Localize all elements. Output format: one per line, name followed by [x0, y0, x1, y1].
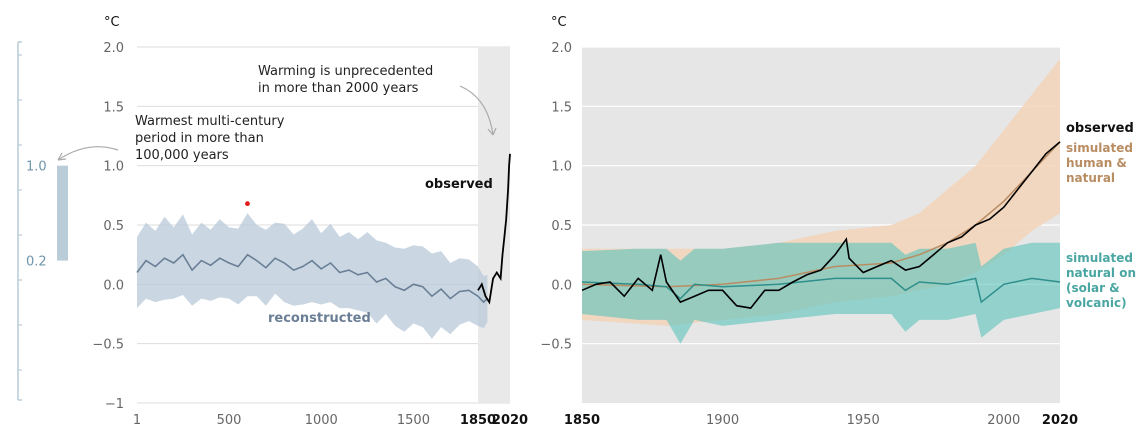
natural-label-line1: simulated — [1066, 251, 1133, 265]
left-y-tick-label: −0.5 — [92, 338, 124, 353]
natural-label-line4: volcanic) — [1066, 296, 1127, 310]
highlight-point — [245, 201, 250, 207]
human-label-line3: natural — [1066, 171, 1115, 185]
annotation-unprecedented-line2: in more than 2000 years — [258, 81, 419, 96]
simulated-temperature-panel: 2.0 1.5 1.0 0.5 0.0 −0.5 °C 1850 1900 1950 2000 2… — [540, 15, 1137, 428]
proxy-range-bottom-label: 0.2 — [26, 255, 47, 270]
left-x-tick-label: 2020 — [492, 413, 528, 428]
left-x-tick-label: 1000 — [305, 413, 338, 428]
observed-line — [477, 153, 511, 305]
warmest-arrow — [57, 146, 119, 161]
left-x-tick-label: 1500 — [397, 413, 430, 428]
right-x-tick-label: 2000 — [987, 413, 1020, 428]
reconstructed-line — [136, 253, 488, 304]
natural-only-band — [582, 242, 1060, 344]
reconstructed-label: reconstructed — [268, 311, 371, 326]
human-natural-line — [581, 141, 1061, 288]
right-y-tick-label: 0.0 — [551, 278, 572, 293]
right-y-tick-labels: 2.0 1.5 1.0 0.5 0.0 −0.5 — [540, 41, 572, 353]
proxy-range-bar — [57, 165, 68, 261]
right-observed-label: observed — [1066, 121, 1134, 136]
natural-label-line3: (solar & — [1066, 281, 1120, 295]
proxy-axis-ticks — [18, 54, 22, 371]
right-y-tick-label: 0.5 — [551, 219, 572, 234]
right-y-tick-label: 2.0 — [551, 41, 572, 56]
human-label-line1: simulated — [1066, 141, 1133, 155]
left-gridlines — [137, 46, 510, 404]
left-y-tick-label: 0.5 — [103, 219, 124, 234]
right-y-tick-label: 1.0 — [551, 160, 572, 175]
annotation-warmest-line2: period in more than — [135, 131, 264, 146]
right-y-tick-label: −0.5 — [540, 338, 572, 353]
human-label-line2: human & — [1066, 156, 1127, 170]
proxy-range-top-label: 1.0 — [26, 160, 47, 175]
right-x-tick-label: 1850 — [564, 413, 600, 428]
reconstructed-temperature-panel: 2.01.51.00.50.0−0.5−1 °C 1 500 1000 1500 185… — [17, 15, 528, 428]
right-x-tick-labels: 1850 1900 1950 2000 2020 — [564, 413, 1078, 428]
annotation-warmest-line1: Warmest multi-century — [135, 114, 285, 129]
left-y-tick-label: 1.0 — [103, 160, 124, 175]
right-observed-line — [581, 141, 1061, 309]
right-unit-label: °C — [551, 15, 567, 30]
left-x-tick-label: 500 — [217, 413, 242, 428]
warmest-arrowhead — [57, 152, 67, 161]
right-x-tick-label: 1900 — [706, 413, 739, 428]
left-observed-label: observed — [425, 177, 493, 192]
right-x-tick-label: 2020 — [1042, 413, 1078, 428]
annotation-warmest-line3: 100,000 years — [135, 148, 229, 163]
proxy-range-scale: 1.0 0.2 — [17, 41, 68, 401]
left-y-tick-label: 2.0 — [103, 41, 124, 56]
right-y-tick-label: 1.5 — [551, 100, 572, 115]
left-x-tick-label: 1850 — [460, 413, 496, 428]
unprecedented-arrow — [459, 85, 494, 136]
left-y-tick-label: 0.0 — [103, 278, 124, 293]
annotation-unprecedented-line1: Warming is unprecedented — [258, 64, 433, 79]
left-y-tick-label: −1 — [105, 397, 124, 412]
left-y-tick-label: 1.5 — [103, 100, 124, 115]
left-x-tick-label: 1 — [133, 413, 141, 428]
left-unit-label: °C — [104, 15, 120, 30]
reconstructed-uncertainty-band — [137, 213, 488, 339]
natural-label-line2: natural only — [1066, 266, 1137, 280]
unprecedented-arrowhead — [487, 127, 497, 136]
left-y-tick-labels: 2.0 1.5 1.0 0.5 0.0 −0.5 −1 — [92, 41, 124, 412]
right-x-tick-label: 1950 — [847, 413, 880, 428]
